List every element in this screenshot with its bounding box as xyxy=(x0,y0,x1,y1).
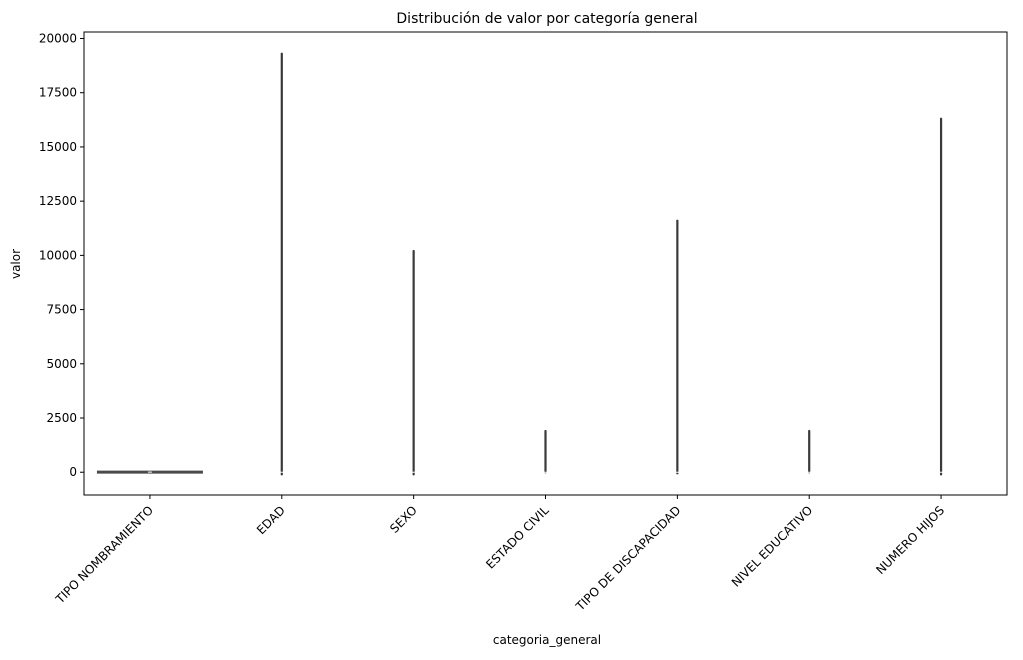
x-axis-label: categoria_general xyxy=(493,633,601,647)
x-tick-label: NIVEL EDUCATIVO xyxy=(729,503,816,590)
y-tick-label: 5000 xyxy=(46,357,77,371)
x-tick-label: EDAD xyxy=(254,503,288,537)
y-tick-label: 17500 xyxy=(39,86,77,100)
x-tick-label: NUMERO HIJOS xyxy=(873,503,947,577)
x-tick-label: SEXO xyxy=(387,503,420,536)
violin-tipo-nombramiento xyxy=(96,470,203,474)
y-tick-label: 0 xyxy=(69,465,77,479)
y-tick-label: 20000 xyxy=(39,32,77,46)
y-tick-label: 15000 xyxy=(39,140,77,154)
y-tick-label: 12500 xyxy=(39,194,77,208)
plot-frame xyxy=(83,31,1008,496)
y-axis-label: valor xyxy=(9,249,23,279)
y-tick-label: 7500 xyxy=(46,303,77,317)
y-axis: 0 2500 5000 7500 10000 12500 15000 17500 20000 xyxy=(39,32,84,479)
x-axis: TIPO NOMBRAMIENTO EDAD SEXO ESTADO CIVIL TIP… xyxy=(52,495,947,614)
violin-edad xyxy=(280,52,284,476)
violin-estado-civil xyxy=(544,429,547,474)
violin-tipo-de-discapacidad xyxy=(675,219,679,475)
chart-title: Distribución de valor por categoría gene… xyxy=(396,11,697,27)
violin-sexo xyxy=(412,249,416,476)
violin-nivel-educativo xyxy=(807,429,811,474)
y-tick-label: 2500 xyxy=(46,411,77,425)
x-tick-label: TIPO NOMBRAMIENTO xyxy=(52,503,156,607)
x-tick-label: ESTADO CIVIL xyxy=(483,503,552,572)
y-tick-label: 10000 xyxy=(39,248,77,262)
violin-series xyxy=(96,52,943,476)
x-tick-label: TIPO DE DISCAPACIDAD xyxy=(573,503,684,614)
violin-numero-hijos xyxy=(939,117,943,476)
